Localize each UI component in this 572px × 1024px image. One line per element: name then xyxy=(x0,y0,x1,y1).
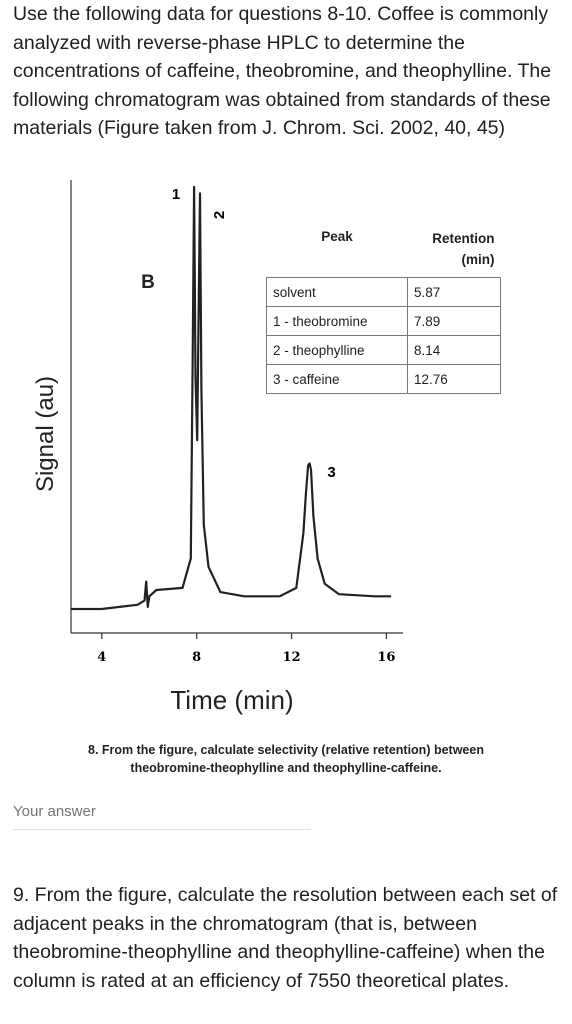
table-cell-peak: 2 - theophylline xyxy=(266,335,408,365)
peak-label: 3 xyxy=(327,464,335,481)
question-8-line-1: 8. From the figure, calculate selectivit… xyxy=(88,743,484,757)
table-row: solvent 5.87 xyxy=(266,277,501,307)
panel-label: B xyxy=(141,272,155,293)
table-header-peak: Peak xyxy=(266,219,408,278)
x-tick-label: 16 xyxy=(377,650,395,665)
question-8-line-2: theobromine-theophylline and theophyllin… xyxy=(130,761,442,775)
table-header-row: Peak Retention (min) xyxy=(266,219,501,278)
x-tick-label: 12 xyxy=(282,650,300,665)
table-cell-retention: 8.14 xyxy=(407,335,501,365)
peak-label: 2 xyxy=(211,211,228,219)
chromatogram-trace xyxy=(71,185,392,611)
table-header-retention-text: Retention (min) xyxy=(432,231,495,267)
table-row: 2 - theophylline 8.14 xyxy=(266,335,501,365)
chromatogram-svg: 4 8 12 16 123 B Signal (au) Time (min) xyxy=(32,180,403,715)
table-cell-peak: 3 - caffeine xyxy=(266,364,408,394)
table-header-retention: Retention (min) xyxy=(407,219,501,278)
x-axis-label: Time (min) xyxy=(170,685,293,715)
table-cell-peak: solvent xyxy=(266,277,408,307)
x-tick-label: 8 xyxy=(192,650,201,665)
y-axis-label: Signal (au) xyxy=(32,376,59,492)
table-row: 1 - theobromine 7.89 xyxy=(266,306,501,336)
table-cell-peak: 1 - theobromine xyxy=(266,306,408,336)
answer-input[interactable]: Your answer xyxy=(13,803,311,830)
table-row: 3 - caffeine 12.76 xyxy=(266,364,501,394)
question-9: 9. From the figure, calculate the resolu… xyxy=(13,884,558,992)
peak-label: 1 xyxy=(172,186,180,203)
retention-table: Peak Retention (min) solvent 5.87 1 - th… xyxy=(266,219,501,394)
table-cell-retention: 7.89 xyxy=(407,306,501,336)
table-cell-retention: 12.76 xyxy=(407,364,501,394)
intro-text: Use the following data for questions 8-1… xyxy=(13,3,552,139)
x-tick-label: 4 xyxy=(97,650,106,665)
table-cell-retention: 5.87 xyxy=(407,277,501,307)
question-8: 8. From the figure, calculate selectivit… xyxy=(0,741,572,777)
